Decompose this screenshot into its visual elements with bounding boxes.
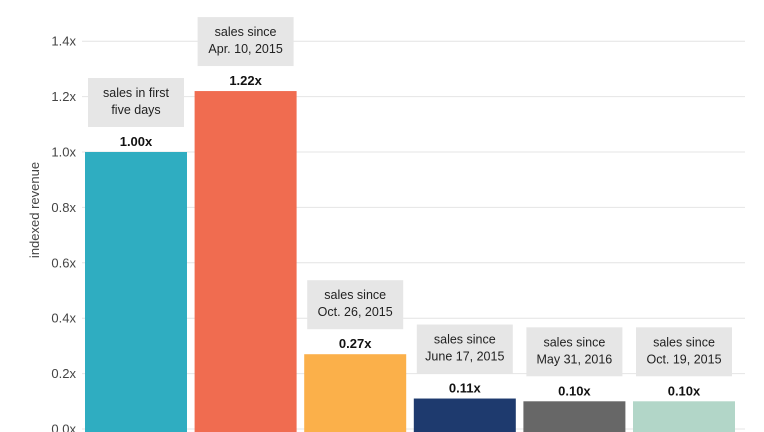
category-label: June 17, 2015 <box>425 350 504 364</box>
bar-value-label: 0.27x <box>339 336 372 351</box>
category-label: Apr. 10, 2015 <box>208 42 282 56</box>
category-label: sales since <box>653 335 715 349</box>
bar-value-label: 0.10x <box>558 383 591 398</box>
y-tick-label: 0.2x <box>51 366 76 381</box>
category-label-box <box>307 280 404 330</box>
bar-value-label: 1.00x <box>120 134 153 149</box>
y-tick-label: 0.0x <box>51 422 76 432</box>
category-label: Oct. 19, 2015 <box>646 352 721 366</box>
bar <box>194 91 297 432</box>
y-tick-label: 1.2x <box>51 89 76 104</box>
y-axis-label: indexed revenue <box>27 162 42 258</box>
category-label: sales since <box>324 288 386 302</box>
bar <box>523 401 626 432</box>
bar <box>85 152 187 432</box>
category-label: sales since <box>215 25 277 39</box>
y-tick-label: 1.0x <box>51 145 76 160</box>
category-label-box <box>416 324 513 374</box>
y-tick-label: 0.4x <box>51 311 76 326</box>
bar-value-label: 0.10x <box>668 383 701 398</box>
gridlines <box>82 40 745 430</box>
category-label: Oct. 26, 2015 <box>318 305 393 319</box>
category-label-box <box>88 78 184 127</box>
bar <box>633 401 735 432</box>
y-axis: 0.0x 0.2x 0.4x 0.6x 0.8x 1.0x 1.2x 1.4x <box>51 34 76 432</box>
bars: 1.00x sales in first five days 1.22x sales s… <box>85 17 735 432</box>
category-label: sales since <box>543 335 605 349</box>
category-label: sales in first <box>103 86 170 100</box>
category-label-box <box>526 327 623 377</box>
category-label: five days <box>111 103 160 117</box>
bar-value-label: 0.11x <box>449 381 482 396</box>
y-tick-label: 0.8x <box>51 200 76 215</box>
y-tick-label: 0.6x <box>51 255 76 270</box>
category-label: sales since <box>434 333 496 347</box>
y-tick-label: 1.4x <box>51 34 76 49</box>
bar <box>413 398 516 432</box>
category-label: May 31, 2016 <box>537 352 613 366</box>
bar-value-label: 1.22x <box>229 73 262 88</box>
bar <box>304 354 407 432</box>
category-label-box <box>197 17 294 67</box>
category-label-box <box>636 327 732 377</box>
